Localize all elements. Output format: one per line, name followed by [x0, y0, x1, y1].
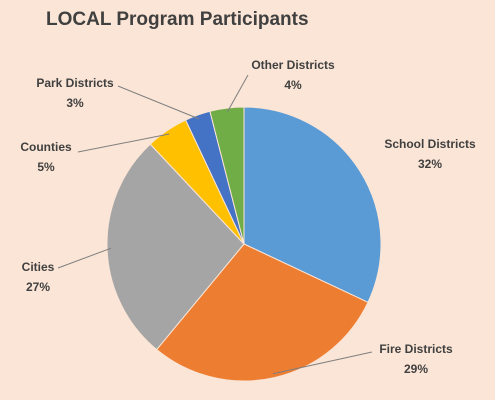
slice-label: Fire Districts — [379, 342, 453, 356]
slice-label: School Districts — [384, 137, 476, 151]
pie-slice — [243, 106, 382, 303]
slice-value-label: 27% — [26, 280, 50, 294]
slice-value-label: 3% — [66, 96, 84, 110]
leader-line — [117, 85, 200, 120]
slice-label: Other Districts — [251, 58, 335, 72]
slice-value-label: 29% — [404, 362, 428, 376]
pie-slice — [106, 143, 245, 351]
leader-line — [57, 247, 112, 269]
pie-slice — [209, 106, 245, 245]
pie-slice — [155, 243, 369, 382]
slice-label: Cities — [22, 260, 55, 274]
leader-line — [272, 351, 373, 375]
chart-title: LOCAL Program Participants — [46, 9, 309, 30]
slice-value-label: 5% — [37, 160, 55, 174]
slice-value-label: 32% — [418, 157, 442, 171]
leader-line — [226, 74, 249, 113]
slice-label: Park Districts — [36, 76, 114, 90]
slice-label: Counties — [20, 140, 72, 154]
leader-line — [77, 133, 170, 153]
slice-value-label: 4% — [284, 78, 302, 92]
